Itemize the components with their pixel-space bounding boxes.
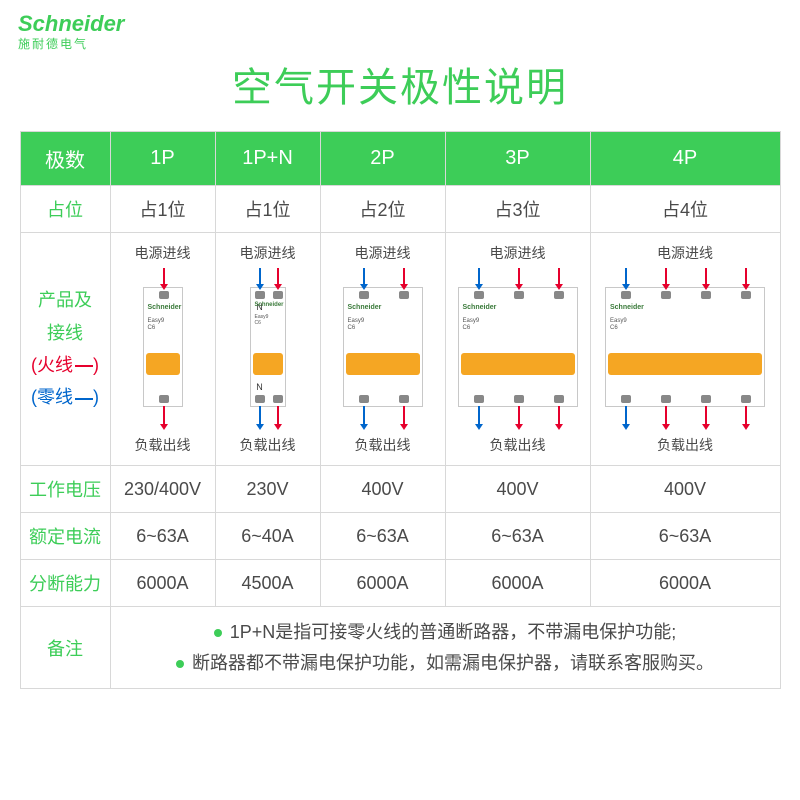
neutral-dash-icon [75, 398, 93, 400]
header-col: 1P [110, 132, 215, 186]
row-label: 分断能力 [20, 560, 110, 607]
breaker-brand-text: Schneider [148, 304, 182, 311]
fire-dash-icon [75, 365, 93, 367]
breaker-toggle [253, 353, 283, 375]
label-text: 产品及 [23, 284, 108, 316]
load-out-label: 负载出线 [605, 435, 765, 455]
breaker-diagram: 电源进线 Schneider Easy9 C6 负载出线 [605, 243, 765, 455]
breaker-model-text: Easy9 C6 [463, 318, 480, 332]
breaker-brand-text: Schneider [463, 304, 497, 311]
load-out-label: 负载出线 [458, 435, 578, 455]
breaker-body: NNSchneiderEasy9 C6 [250, 287, 286, 407]
breaker-body: Schneider Easy9 C6 [143, 287, 183, 407]
row-product: 产品及 接线 (火线) (零线) 电源进线 Schneider Easy9 C6 负载… [20, 233, 780, 466]
brand-cn: 施耐德电气 [18, 38, 124, 51]
load-out-label: 负载出线 [240, 435, 296, 455]
product-cell: 电源进线 Schneider Easy9 C6 负载出线 [445, 233, 590, 466]
spec-table: 极数 1P 1P+N 2P 3P 4P 占位 占1位 占1位 占2位 占3位 占… [20, 131, 781, 689]
product-row-label: 产品及 接线 (火线) (零线) [20, 233, 110, 466]
row-break: 分断能力 6000A 4500A 6000A 6000A 6000A [20, 560, 780, 607]
table-cell: 400V [320, 466, 445, 513]
power-in-label: 电源进线 [343, 243, 423, 263]
table-cell: 6~63A [320, 513, 445, 560]
table-cell: 6~63A [445, 513, 590, 560]
breaker-model-text: Easy9 C6 [610, 318, 627, 332]
breaker-diagram: 电源进线 Schneider Easy9 C6 负载出线 [135, 243, 191, 455]
row-slots: 占位 占1位 占1位 占2位 占3位 占4位 [20, 186, 780, 233]
product-cell: 电源进线 Schneider Easy9 C6 负载出线 [320, 233, 445, 466]
product-cell: 电源进线 Schneider Easy9 C6 负载出线 [110, 233, 215, 466]
brand-logo: Schneider 施耐德电气 [18, 12, 124, 51]
table-header-row: 极数 1P 1P+N 2P 3P 4P [20, 132, 780, 186]
breaker-toggle [608, 353, 762, 375]
table-cell: 占1位 [110, 186, 215, 233]
legend-fire: (火线) [23, 349, 108, 381]
product-cell: 电源进线 Schneider Easy9 C6 负载出线 [590, 233, 780, 466]
table-cell: 4500A [215, 560, 320, 607]
label-text: 接线 [23, 317, 108, 349]
row-label: 工作电压 [20, 466, 110, 513]
breaker-body: Schneider Easy9 C6 [458, 287, 578, 407]
row-label: 备注 [20, 607, 110, 689]
table-cell: 占1位 [215, 186, 320, 233]
table-cell: 6000A [320, 560, 445, 607]
breaker-body: Schneider Easy9 C6 [605, 287, 765, 407]
table-cell: 6~63A [110, 513, 215, 560]
breaker-toggle [461, 353, 575, 375]
row-label: 额定电流 [20, 513, 110, 560]
table-cell: 6000A [110, 560, 215, 607]
power-in-label: 电源进线 [240, 243, 296, 263]
power-in-label: 电源进线 [605, 243, 765, 263]
header-col: 1P+N [215, 132, 320, 186]
table-cell: 6~40A [215, 513, 320, 560]
table-cell: 400V [590, 466, 780, 513]
bullet-icon [176, 660, 184, 668]
header-col: 2P [320, 132, 445, 186]
breaker-diagram: 电源进线 Schneider Easy9 C6 负载出线 [458, 243, 578, 455]
breaker-toggle [346, 353, 420, 375]
breaker-body: Schneider Easy9 C6 [343, 287, 423, 407]
table-cell: 230/400V [110, 466, 215, 513]
table-cell: 6000A [590, 560, 780, 607]
breaker-model-text: Easy9 C6 [255, 314, 269, 326]
notes-cell: 1P+N是指可接零火线的普通断路器，不带漏电保护功能; 断路器都不带漏电保护功能… [110, 607, 780, 689]
table-cell: 6~63A [590, 513, 780, 560]
row-current: 额定电流 6~63A 6~40A 6~63A 6~63A 6~63A [20, 513, 780, 560]
breaker-brand-text: Schneider [348, 304, 382, 311]
breaker-diagram: 电源进线 Schneider Easy9 C6 负载出线 [343, 243, 423, 455]
header-rowlabel: 极数 [20, 132, 110, 186]
breaker-model-text: Easy9 C6 [348, 318, 365, 332]
load-out-label: 负载出线 [343, 435, 423, 455]
power-in-label: 电源进线 [458, 243, 578, 263]
breaker-brand-text: Schneider [255, 302, 284, 308]
brand-name: Schneider [18, 11, 124, 36]
breaker-diagram: 电源进线NNSchneiderEasy9 C6负载出线 [240, 243, 296, 455]
header-col: 4P [590, 132, 780, 186]
table-cell: 占4位 [590, 186, 780, 233]
legend-neutral: (零线) [23, 381, 108, 413]
note-line: 断路器都不带漏电保护功能，如需漏电保护器，请联系客服购买。 [113, 648, 778, 679]
header-col: 3P [445, 132, 590, 186]
note-line: 1P+N是指可接零火线的普通断路器，不带漏电保护功能; [113, 617, 778, 648]
power-in-label: 电源进线 [135, 243, 191, 263]
table-cell: 6000A [445, 560, 590, 607]
load-out-label: 负载出线 [135, 435, 191, 455]
table-cell: 占2位 [320, 186, 445, 233]
table-cell: 230V [215, 466, 320, 513]
row-label: 占位 [20, 186, 110, 233]
row-voltage: 工作电压 230/400V 230V 400V 400V 400V [20, 466, 780, 513]
breaker-toggle [146, 353, 180, 375]
table-cell: 占3位 [445, 186, 590, 233]
breaker-brand-text: Schneider [610, 304, 644, 311]
breaker-model-text: Easy9 C6 [148, 318, 165, 332]
row-notes: 备注 1P+N是指可接零火线的普通断路器，不带漏电保护功能; 断路器都不带漏电保… [20, 607, 780, 689]
table-cell: 400V [445, 466, 590, 513]
product-cell: 电源进线NNSchneiderEasy9 C6负载出线 [215, 233, 320, 466]
bullet-icon [214, 629, 222, 637]
